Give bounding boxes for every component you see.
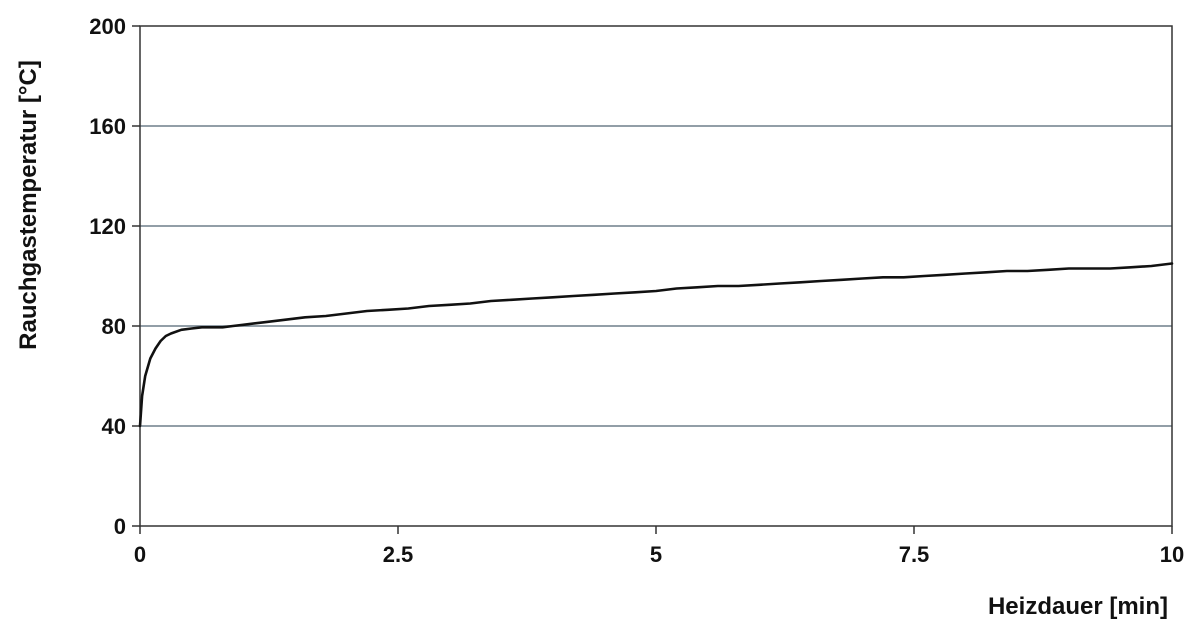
grid-lines	[140, 125, 1172, 427]
x-tick-label: 10	[1160, 542, 1184, 567]
y-axis-title: Rauchgastemperatur [°C]	[15, 60, 42, 350]
y-tick-label: 0	[114, 514, 126, 539]
plot-frame	[139, 25, 1173, 527]
x-axis-title: Heizdauer [min]	[988, 593, 1168, 620]
x-tick-label: 2.5	[383, 542, 414, 567]
y-tick-label: 160	[89, 114, 126, 139]
axis-ticks: 0 40 80 120 160 200 0 2.5 5 7.5 10	[89, 14, 1184, 567]
x-tick-label: 7.5	[899, 542, 930, 567]
x-tick-label: 5	[650, 542, 662, 567]
x-tick-label: 0	[134, 542, 146, 567]
y-tick-label: 40	[102, 414, 126, 439]
series-line	[138, 262, 1174, 428]
y-tick-label: 80	[102, 314, 126, 339]
y-tick-label: 120	[89, 214, 126, 239]
y-tick-label: 200	[89, 14, 126, 39]
